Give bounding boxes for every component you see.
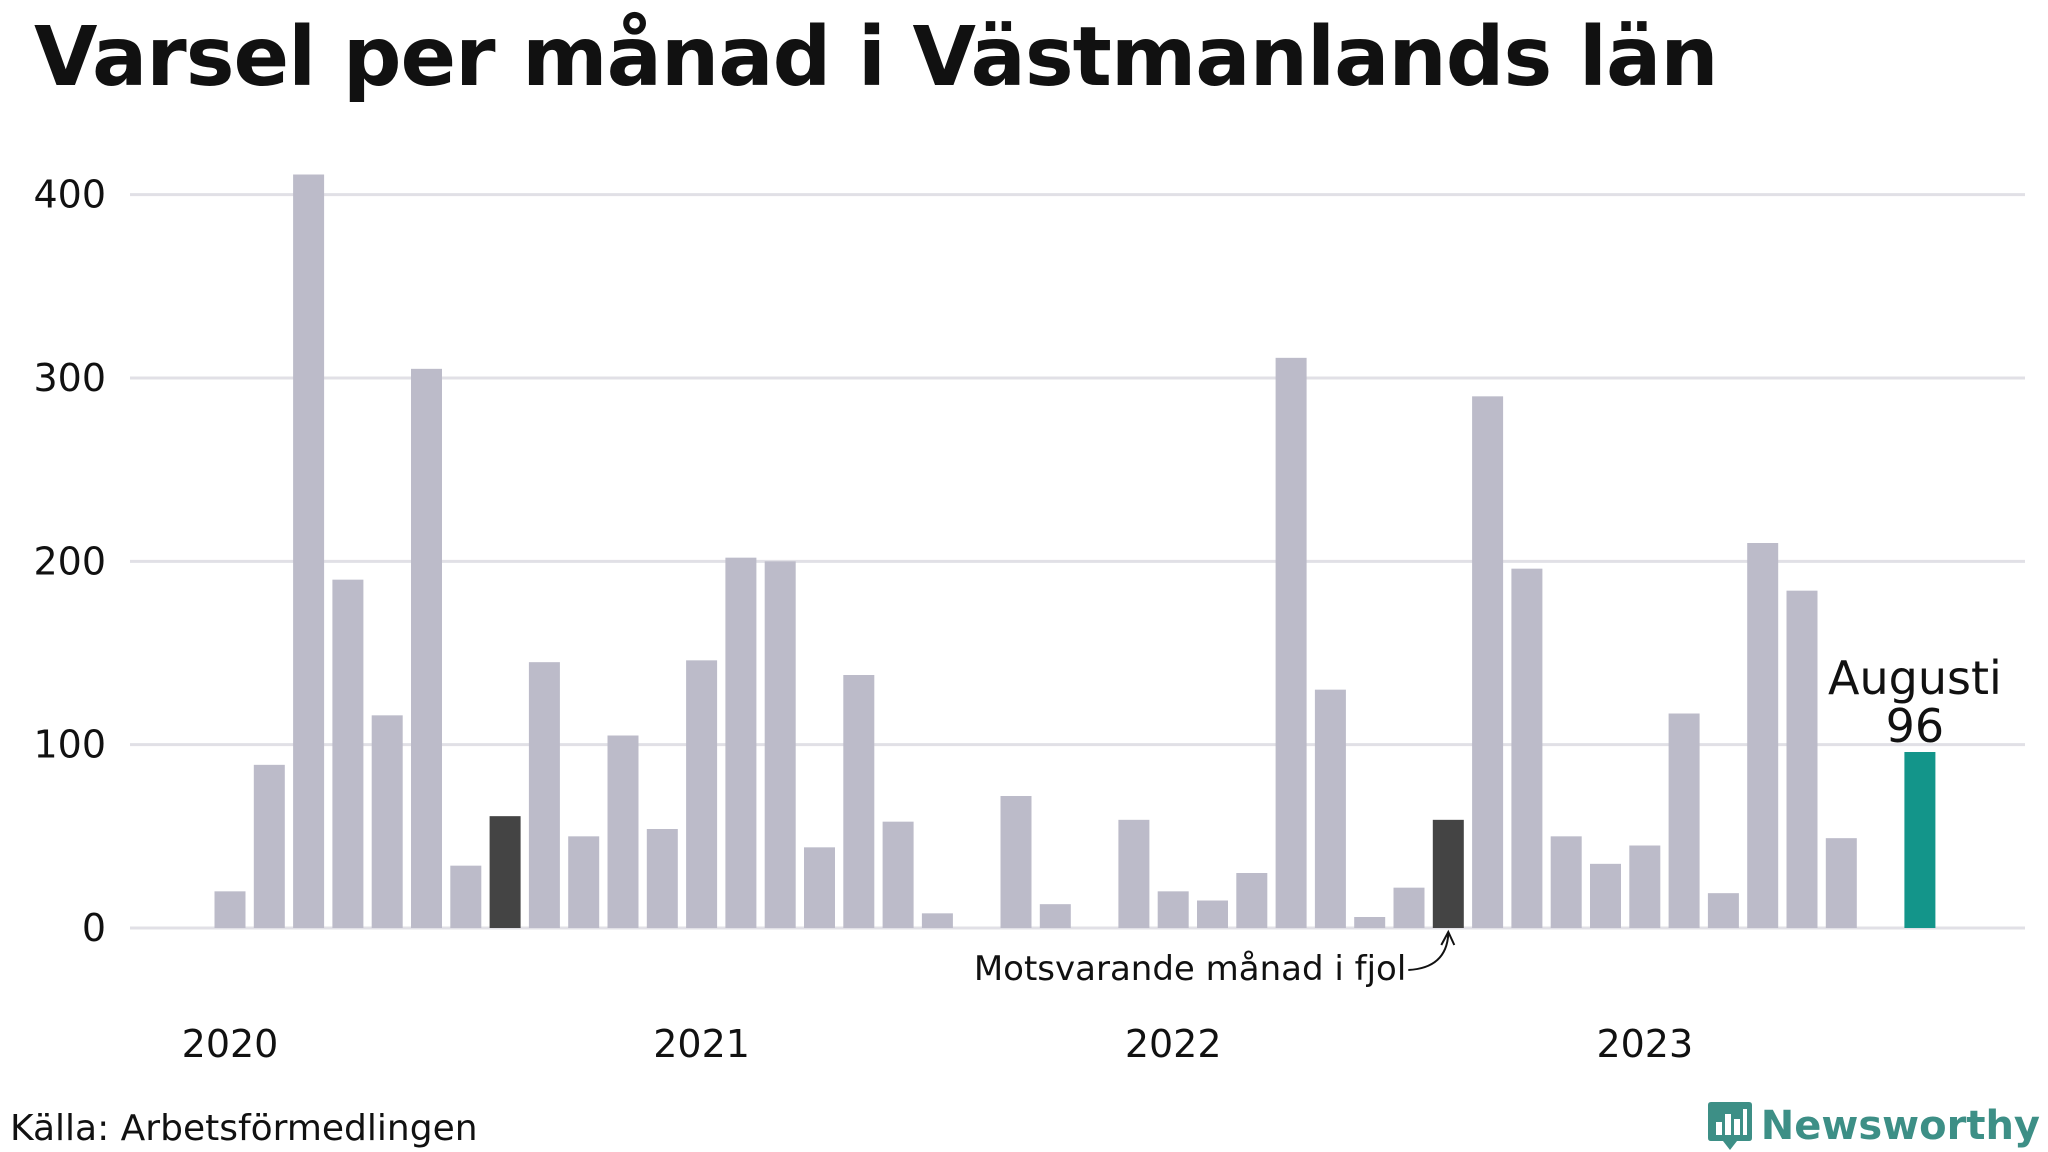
x-year-label-2022: 2022	[1125, 1022, 1222, 1066]
bar-2023-06	[1825, 838, 1857, 928]
bar-2023-04	[1747, 543, 1779, 928]
bar-2021-10	[1039, 904, 1071, 928]
y-tick-label-300: 300	[33, 356, 106, 400]
bar-2020-12	[646, 829, 678, 928]
bar-2022-09	[1472, 396, 1504, 928]
bar-2021-02	[725, 557, 757, 928]
bar-2023-02	[1668, 713, 1700, 928]
bar-2022-04	[1275, 357, 1307, 928]
highlight-month-label: Augusti	[1828, 651, 2002, 705]
x-year-label-2023: 2023	[1596, 1022, 1693, 1066]
bar-2022-11	[1550, 836, 1582, 928]
bar-2021-12	[1118, 819, 1150, 928]
bar-2020-07	[450, 865, 482, 928]
bar-2020-02	[253, 764, 285, 928]
bar-2020-03	[293, 174, 325, 928]
chart-title: Varsel per månad i Västmanlands län	[34, 10, 1719, 105]
bar-2022-07	[1393, 887, 1425, 928]
bar-2020-01	[214, 891, 246, 928]
bar-2023-05	[1786, 590, 1818, 928]
brand-name: Newsworthy	[1760, 1103, 2040, 1149]
x-year-label-2021: 2021	[653, 1022, 750, 1066]
bar-2022-10	[1511, 568, 1543, 928]
bar-2020-06	[411, 368, 442, 928]
bar-2021-07	[921, 913, 953, 928]
bar-2023-03	[1707, 893, 1739, 928]
bar-2020-08	[489, 816, 521, 928]
y-tick-label-0: 0	[82, 906, 106, 950]
bar-2022-12	[1590, 863, 1621, 928]
bar-2020-11	[607, 735, 639, 928]
y-tick-label-200: 200	[33, 539, 106, 583]
bar-2022-05	[1314, 689, 1346, 928]
bar-2022-03	[1236, 873, 1268, 928]
newsworthy-logo-icon	[1707, 1102, 1752, 1150]
bar-2023-01	[1629, 845, 1661, 928]
bar-2020-10	[568, 836, 600, 928]
bar-2021-05	[843, 675, 875, 928]
bar-2020-05	[371, 715, 403, 928]
bar-2021-06	[882, 821, 914, 928]
y-tick-label-400: 400	[33, 173, 106, 217]
bar-2023-08	[1904, 752, 1936, 928]
bar-2021-01	[686, 660, 718, 928]
y-tick-label-100: 100	[33, 723, 106, 767]
source-note: Källa: Arbetsförmedlingen	[10, 1108, 478, 1149]
bar-2022-06	[1354, 917, 1386, 928]
highlight-value-label: 96	[1886, 699, 1945, 753]
x-year-label-2020: 2020	[182, 1022, 279, 1066]
bar-2020-09	[528, 662, 560, 928]
bar-chart: 0 100 200 300 400 2020 2021 2022 2023 Augusti96…	[33, 173, 2025, 1066]
comparison-annotation: Motsvarande månad i fjol	[974, 949, 1406, 989]
bar-2021-04	[804, 847, 835, 928]
bar-2022-02	[1197, 900, 1228, 928]
bar-2022-08	[1432, 819, 1464, 928]
bar-2022-01	[1157, 891, 1189, 928]
annotation-arrowhead	[1440, 929, 1456, 946]
annotation-arrow	[1408, 933, 1450, 971]
bar-2020-04	[332, 579, 364, 928]
bar-2021-03	[764, 561, 796, 928]
bar-2021-09	[1000, 796, 1032, 928]
brand-logo: Newsworthy	[1707, 1100, 2040, 1152]
x-axis-year-labels: 2020 2021 2022 2023	[182, 1022, 1694, 1066]
bars	[214, 174, 1936, 928]
y-axis-ticks: 0 100 200 300 400	[33, 173, 106, 950]
